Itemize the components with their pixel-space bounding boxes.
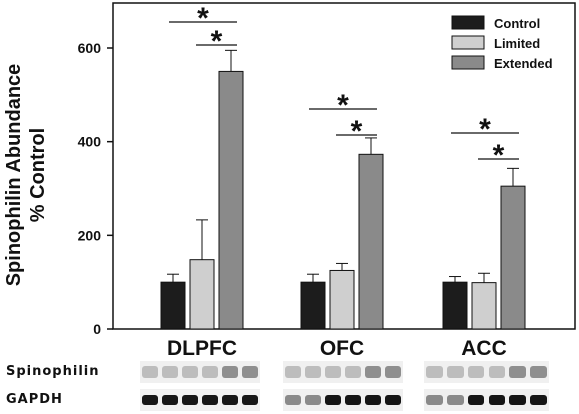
blot-band xyxy=(325,366,341,378)
sig-star-dlpfc-0-2: * xyxy=(197,2,209,35)
blot-band xyxy=(530,366,547,378)
y-tick-label-600: 600 xyxy=(78,40,102,56)
blot-strip-gapdh-dlpfc xyxy=(140,389,260,411)
y-tick-label-400: 400 xyxy=(78,134,102,150)
category-labels: DLPFC OFC ACC xyxy=(167,337,507,360)
blot-band xyxy=(509,395,527,405)
blot-strip-gapdh-acc xyxy=(424,389,549,411)
blot-band xyxy=(345,395,361,405)
blot-band xyxy=(222,395,238,405)
blot-band xyxy=(222,366,238,378)
legend-label-control: Control xyxy=(494,16,540,31)
blot-band xyxy=(242,395,258,405)
y-axis-label: Spinophilin Abundance % Control xyxy=(3,64,49,287)
blot-band xyxy=(285,366,301,378)
sig-star-dlpfc-1-2: * xyxy=(211,25,223,58)
category-label-acc: ACC xyxy=(461,337,507,360)
blot-band xyxy=(142,395,158,405)
blot-band xyxy=(530,395,547,405)
bar-ofc-control xyxy=(300,281,326,330)
blot-band xyxy=(162,366,178,378)
bars xyxy=(160,70,526,330)
bar-chart: Spinophilin Abundance % Control 0 200 400 6… xyxy=(3,2,576,360)
y-axis-label-line2: % Control xyxy=(27,128,49,222)
blot-band xyxy=(446,395,464,405)
y-axis-label-line1: Spinophilin Abundance xyxy=(3,64,25,287)
blot-label-spinophilin: Spinophilin xyxy=(6,364,100,379)
category-label-dlpfc: DLPFC xyxy=(167,337,237,360)
sig-star-ofc-0-2: * xyxy=(337,89,349,122)
blot-band xyxy=(202,366,218,378)
y-tick-label-0: 0 xyxy=(93,321,101,337)
blot-band xyxy=(182,366,198,378)
blot-band xyxy=(182,395,198,405)
bar-dlpfc-extended xyxy=(218,70,244,330)
blot-band xyxy=(305,395,321,405)
sig-star-ofc-1-2: * xyxy=(351,115,363,148)
blot-band xyxy=(305,366,321,378)
bar-acc-extended xyxy=(500,185,526,330)
bar-acc-limited xyxy=(471,282,497,330)
blot-band xyxy=(446,366,464,378)
sig-star-acc-1-2: * xyxy=(493,139,505,172)
blot-band xyxy=(385,395,401,405)
blot-band xyxy=(385,366,401,378)
blot-band xyxy=(488,395,506,405)
legend-label-limited: Limited xyxy=(494,36,540,51)
blot-band xyxy=(426,366,443,378)
legend-swatch-limited xyxy=(451,35,485,50)
blot-band xyxy=(345,366,361,378)
bar-dlpfc-limited xyxy=(189,259,215,330)
blot-label-gapdh: GAPDH xyxy=(6,392,63,407)
blot-band xyxy=(325,395,341,405)
blot-band xyxy=(142,366,158,378)
blot-strip-gapdh-ofc xyxy=(283,389,403,411)
blot-band xyxy=(285,395,301,405)
blot-band xyxy=(162,395,178,405)
blot-band xyxy=(426,395,443,405)
legend-swatch-control xyxy=(451,15,485,30)
y-axis-ticks: 0 200 400 600 xyxy=(78,40,113,337)
blot-band xyxy=(365,395,381,405)
significance-brackets: **** ** xyxy=(169,2,519,172)
blot-band xyxy=(509,366,527,378)
sig-star-acc-0-2: * xyxy=(479,113,491,146)
legend: Control Limited Extended xyxy=(451,15,553,71)
bar-ofc-extended xyxy=(358,153,384,330)
blot-band xyxy=(365,366,381,378)
blot-band xyxy=(202,395,218,405)
blot-band xyxy=(467,395,485,405)
legend-swatch-extended xyxy=(451,55,485,70)
error-bars xyxy=(167,49,519,283)
legend-label-extended: Extended xyxy=(494,56,553,71)
bar-ofc-limited xyxy=(329,269,355,330)
bar-dlpfc-control xyxy=(160,281,186,330)
y-tick-label-200: 200 xyxy=(78,227,102,243)
blot-band xyxy=(242,366,258,378)
bar-acc-control xyxy=(442,281,468,330)
blot-band xyxy=(467,366,485,378)
blot-band xyxy=(488,366,506,378)
category-label-ofc: OFC xyxy=(320,337,364,360)
